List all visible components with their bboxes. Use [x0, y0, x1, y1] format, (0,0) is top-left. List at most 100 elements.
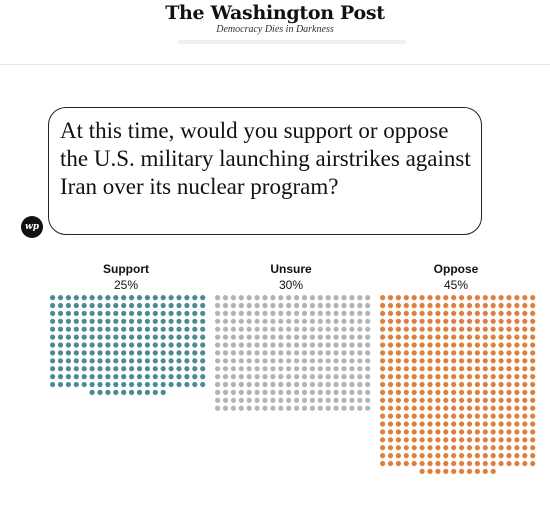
dot-unsure [238, 295, 244, 301]
dot-unsure [254, 358, 260, 364]
dot-unsure [222, 342, 229, 348]
dot-unsure [365, 295, 371, 301]
dot-support [65, 366, 71, 372]
dot-oppose [387, 342, 394, 348]
dot-support [200, 342, 206, 348]
dot-support [121, 334, 127, 340]
dot-oppose [427, 342, 433, 348]
dot-support [144, 310, 150, 316]
dot-support [144, 381, 150, 388]
dot-unsure [222, 318, 229, 324]
dot-unsure [270, 389, 276, 395]
dot-support [200, 374, 206, 380]
dot-oppose [474, 429, 480, 435]
dot-oppose [459, 366, 465, 372]
dot-unsure [357, 326, 363, 332]
dot-oppose [466, 342, 473, 348]
dot-oppose [435, 397, 441, 403]
dot-unsure [357, 334, 363, 340]
dot-oppose [498, 389, 504, 395]
dot-oppose [498, 334, 504, 340]
dot-support [168, 334, 174, 340]
dot-oppose [474, 453, 480, 459]
dot-unsure [262, 381, 268, 388]
dot-oppose [498, 405, 504, 411]
dot-oppose [474, 405, 480, 411]
dot-oppose [514, 397, 520, 403]
dot-oppose [466, 295, 473, 301]
dot-oppose [435, 334, 441, 340]
dot-oppose [514, 421, 520, 427]
dot-oppose [427, 366, 433, 372]
dot-support [121, 374, 127, 380]
dot-oppose [435, 342, 441, 348]
dot-oppose [395, 381, 401, 388]
dot-support [192, 374, 198, 380]
dot-oppose [466, 460, 473, 467]
dot-unsure [365, 310, 371, 316]
dot-oppose [435, 366, 441, 372]
dot-support [200, 295, 206, 301]
dot-oppose [522, 453, 528, 459]
dot-unsure [222, 366, 229, 372]
dot-unsure [317, 326, 323, 332]
dot-unsure [365, 405, 371, 411]
dot-support [184, 318, 190, 324]
dot-support [113, 334, 119, 340]
dot-unsure [301, 358, 308, 364]
dot-support [160, 374, 166, 380]
dot-support [176, 334, 182, 340]
dot-oppose [490, 334, 496, 340]
dot-support [192, 318, 198, 324]
dot-unsure [222, 389, 229, 395]
dot-support [65, 318, 71, 324]
dot-support [81, 381, 87, 388]
dot-oppose [419, 421, 425, 427]
dot-unsure [301, 295, 308, 301]
dot-unsure [278, 334, 284, 340]
dot-support [97, 358, 103, 364]
dot-unsure [262, 397, 268, 403]
dot-oppose [387, 334, 394, 340]
dot-unsure [222, 350, 229, 356]
dot-oppose [451, 350, 457, 356]
dot-oppose [474, 421, 480, 427]
dot-support [81, 374, 87, 380]
dot-oppose [459, 468, 465, 474]
dot-unsure [309, 381, 315, 388]
dot-oppose [514, 437, 520, 443]
dot-unsure [325, 358, 331, 364]
dot-unsure [325, 318, 331, 324]
dot-support [160, 350, 166, 356]
dot-support [97, 366, 103, 372]
dot-oppose [403, 295, 409, 301]
dot-unsure [286, 405, 292, 411]
dot-unsure [230, 381, 236, 388]
dot-support [152, 342, 158, 348]
dot-unsure [294, 381, 300, 388]
dot-unsure [238, 334, 244, 340]
dot-unsure [349, 350, 355, 356]
dot-unsure [317, 318, 323, 324]
dot-support [152, 310, 158, 316]
dot-support [136, 318, 143, 324]
dot-unsure [230, 302, 236, 309]
dot-unsure [333, 405, 339, 411]
masthead-logo[interactable]: The Washington Post [165, 2, 385, 24]
dot-unsure [309, 310, 315, 316]
dot-unsure [325, 334, 331, 340]
dot-support [129, 366, 135, 372]
dot-support [168, 318, 174, 324]
dot-unsure [294, 326, 300, 332]
dot-support [73, 381, 79, 388]
dot-support [73, 302, 79, 309]
dot-oppose [411, 421, 417, 427]
dot-oppose [514, 295, 520, 301]
dot-support [136, 326, 143, 332]
dot-oppose [451, 374, 457, 380]
dot-oppose [443, 453, 449, 459]
dot-oppose [482, 358, 488, 364]
dot-support [57, 358, 64, 364]
dot-oppose [514, 405, 520, 411]
dot-oppose [498, 460, 504, 467]
